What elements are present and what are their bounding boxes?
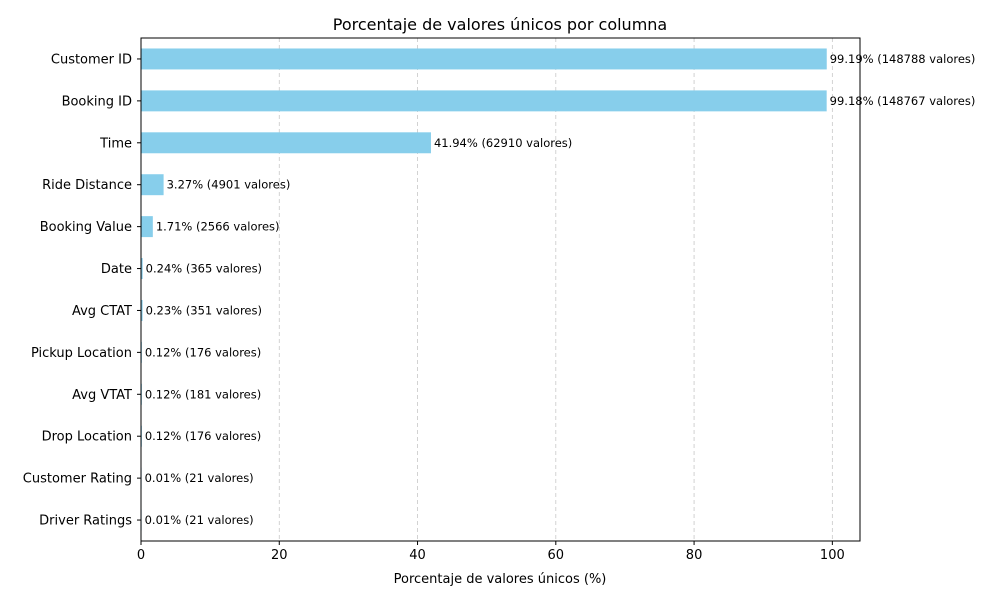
y-tick-label: Customer ID <box>51 52 132 67</box>
plot-frame <box>140 37 861 542</box>
bar <box>141 48 827 70</box>
data-label: 0.24% (365 valores) <box>146 262 262 276</box>
y-tick-label: Drop Location <box>42 430 132 445</box>
x-tick-label: 60 <box>548 548 565 563</box>
data-label: 41.94% (62910 valores) <box>434 136 572 150</box>
data-label: 0.12% (176 valores) <box>145 345 261 359</box>
x-tick-label: 0 <box>137 548 145 563</box>
y-tick-label: Avg CTAT <box>72 304 132 319</box>
data-labels: 99.19% (148788 valores) 99.18% (148767 va… <box>145 52 976 527</box>
x-tick-label: 20 <box>271 548 288 563</box>
data-label: 0.01% (21 valores) <box>145 471 254 485</box>
chart-title: Porcentaje de valores únicos por columna <box>333 15 667 34</box>
x-tick-label: 100 <box>820 548 845 563</box>
data-label: 99.18% (148767 valores) <box>830 94 976 108</box>
data-label: 0.23% (351 valores) <box>146 303 262 317</box>
data-label: 3.27% (4901 valores) <box>167 178 291 192</box>
grid-lines <box>278 38 833 541</box>
data-label: 0.12% (181 valores) <box>145 387 261 401</box>
bar <box>141 174 164 196</box>
bars <box>141 48 827 531</box>
bar <box>141 299 143 321</box>
y-tick-label: Pickup Location <box>31 346 132 361</box>
y-tick-label: Driver Ratings <box>39 514 132 529</box>
y-tick-label: Booking Value <box>40 220 132 235</box>
data-label: 99.19% (148788 valores) <box>830 52 976 66</box>
x-tick-label: 40 <box>409 548 426 563</box>
y-tick-label: Customer Rating <box>23 472 132 487</box>
x-tick-label: 80 <box>686 548 703 563</box>
y-tick-label: Time <box>99 136 132 151</box>
y-axis-ticks: Customer ID Booking ID Time Ride Distance Bo… <box>23 52 141 529</box>
bar <box>141 132 431 154</box>
x-axis-ticks: 0 20 40 60 80 100 <box>137 541 845 563</box>
x-axis-label: Porcentaje de valores únicos (%) <box>394 572 607 587</box>
bar <box>141 90 827 112</box>
y-tick-label: Avg VTAT <box>72 388 132 403</box>
y-tick-label: Date <box>101 262 132 277</box>
y-tick-label: Booking ID <box>62 94 132 109</box>
data-label: 0.12% (176 valores) <box>145 429 261 443</box>
bar <box>141 216 153 238</box>
y-tick-label: Ride Distance <box>42 178 132 193</box>
data-label: 1.71% (2566 valores) <box>156 220 280 234</box>
bar <box>141 258 143 280</box>
data-label: 0.01% (21 valores) <box>145 513 254 527</box>
